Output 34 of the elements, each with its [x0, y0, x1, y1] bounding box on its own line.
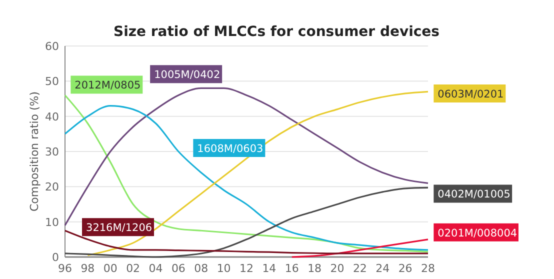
y-tick-label: 30 [45, 146, 59, 158]
x-tick-label: 02 [126, 262, 140, 275]
series-label: 0402M/01005 [438, 188, 510, 201]
y-tick-label: 50 [45, 75, 59, 88]
x-tick-label: 00 [103, 262, 118, 275]
chart-title: Size ratio of MLCCs for consumer devices [113, 24, 440, 40]
series-label: 1005M/0402 [154, 69, 220, 82]
series-label: 3216M/1206 [86, 222, 152, 234]
y-tick-label: 0 [52, 251, 59, 264]
x-tick-label: 16 [284, 262, 299, 275]
x-tick-label: 18 [308, 262, 322, 275]
x-tick-label: 96 [58, 262, 72, 275]
x-tick-label: 28 [421, 262, 435, 275]
series-label: 1608M/0603 [197, 142, 264, 155]
x-tick-label: 14 [262, 262, 276, 275]
x-tick-label: 98 [80, 262, 95, 275]
x-tick-label: 20 [330, 262, 344, 275]
x-tick-label: 24 [376, 262, 390, 275]
x-tick-label: 22 [352, 262, 367, 275]
y-tick-label: 20 [45, 180, 59, 194]
series-label: 2012M/0805 [74, 80, 141, 92]
x-tick-label: 08 [194, 262, 208, 275]
y-tick-label: 10 [45, 216, 59, 229]
x-tick-label: 12 [240, 262, 254, 275]
x-tick-label: 04 [148, 262, 163, 275]
x-tick-label: 10 [216, 262, 231, 275]
line-series [291, 238, 429, 258]
series-label: 0603M/0201 [438, 88, 504, 100]
y-tick-label: 60 [45, 40, 59, 53]
x-tick-label: 06 [171, 262, 186, 275]
y-tick-label: 40 [45, 110, 59, 124]
series-label: 0201M/008004 [438, 227, 518, 240]
x-tick-label: 26 [398, 262, 412, 275]
y-axis-title: Composition ratio (%) [28, 91, 41, 212]
